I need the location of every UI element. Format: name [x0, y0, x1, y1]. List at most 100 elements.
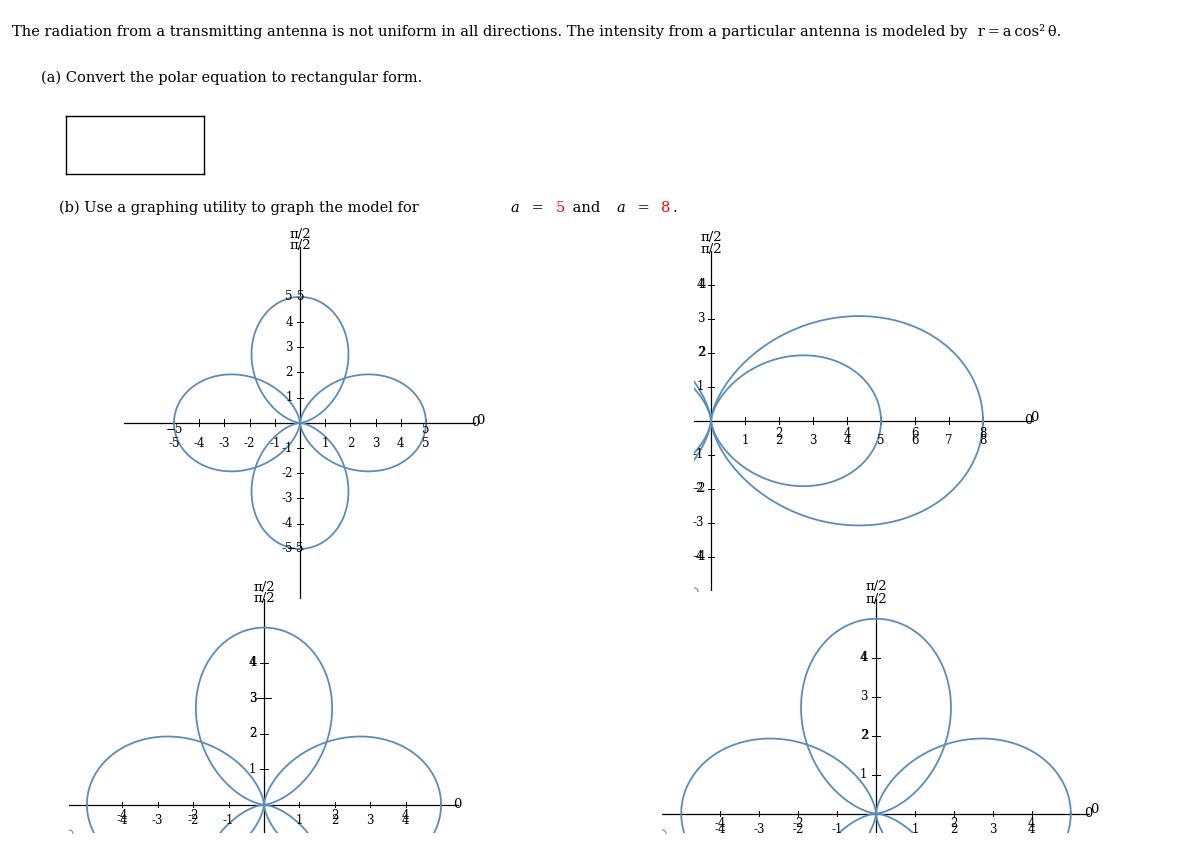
- Text: -3: -3: [218, 437, 230, 450]
- Text: -4: -4: [116, 809, 128, 822]
- Text: -3: -3: [692, 516, 704, 530]
- Text: 4: 4: [402, 814, 409, 827]
- Text: -2: -2: [244, 437, 256, 450]
- Text: 5: 5: [556, 201, 564, 215]
- Text: -5: -5: [282, 542, 293, 555]
- Text: 4: 4: [248, 656, 257, 670]
- Text: 0: 0: [452, 798, 461, 811]
- Text: 3: 3: [286, 341, 293, 354]
- Text: 4: 4: [860, 651, 868, 664]
- Text: -1: -1: [269, 437, 281, 450]
- Text: 4: 4: [697, 278, 704, 292]
- Text: 4: 4: [844, 434, 851, 447]
- Text: −5: −5: [166, 423, 182, 436]
- Text: The radiation from a transmitting antenna is not uniform in all directions. The : The radiation from a transmitting antenn…: [12, 25, 1061, 39]
- Text: 0: 0: [1084, 807, 1092, 820]
- Text: 2: 2: [698, 346, 706, 360]
- Text: and: and: [569, 201, 605, 215]
- Text: 4: 4: [397, 437, 404, 450]
- Text: 2: 2: [860, 729, 868, 742]
- Text: 2: 2: [775, 434, 782, 447]
- Text: 6: 6: [911, 427, 919, 439]
- Text: -5: -5: [168, 437, 180, 450]
- Text: −5: −5: [287, 542, 305, 555]
- Text: .: .: [673, 201, 678, 215]
- Text: -1: -1: [282, 441, 293, 455]
- Text: -1: -1: [832, 823, 842, 836]
- Text: 4: 4: [860, 651, 869, 664]
- Text: π/2: π/2: [865, 592, 887, 606]
- Text: 4: 4: [1028, 818, 1036, 830]
- Text: 0: 0: [1031, 411, 1039, 424]
- Text: -4: -4: [714, 823, 726, 836]
- Text: 2: 2: [331, 814, 338, 827]
- Text: 3: 3: [248, 692, 257, 705]
- Text: -2: -2: [282, 467, 293, 479]
- Text: 2: 2: [250, 728, 257, 740]
- Text: 2: 2: [347, 437, 354, 450]
- Text: π/2: π/2: [253, 592, 275, 605]
- Text: -4: -4: [116, 814, 128, 827]
- Text: 6: 6: [911, 434, 919, 447]
- Text: -2: -2: [187, 809, 199, 822]
- Text: (a) Convert the polar equation to rectangular form.: (a) Convert the polar equation to rectan…: [41, 71, 422, 85]
- Text: a: a: [511, 201, 520, 215]
- Text: 5: 5: [286, 291, 293, 303]
- Text: 4: 4: [844, 427, 851, 439]
- Text: =: =: [527, 201, 548, 215]
- Text: π/2: π/2: [289, 239, 311, 252]
- Text: π/2: π/2: [289, 229, 311, 241]
- Text: 0: 0: [476, 414, 485, 427]
- Text: 4: 4: [1028, 823, 1036, 836]
- Text: 1: 1: [697, 380, 704, 394]
- Text: 8: 8: [979, 427, 986, 439]
- Text: 2: 2: [331, 809, 338, 822]
- Text: 2: 2: [950, 818, 958, 830]
- Text: π/2: π/2: [700, 243, 722, 256]
- Text: 0: 0: [1025, 414, 1033, 428]
- Text: 2: 2: [286, 366, 293, 379]
- Text: 3: 3: [250, 692, 257, 705]
- Text: 5: 5: [298, 291, 305, 303]
- Text: π/2: π/2: [253, 581, 275, 594]
- Text: 2: 2: [775, 427, 782, 439]
- Text: 1: 1: [742, 434, 749, 447]
- Text: 5: 5: [422, 423, 430, 436]
- Text: 3: 3: [697, 312, 704, 326]
- Text: 1: 1: [911, 823, 919, 836]
- Text: -4: -4: [282, 517, 293, 530]
- Text: -4: -4: [193, 437, 205, 450]
- Text: 5: 5: [422, 437, 430, 450]
- Text: -3: -3: [754, 823, 764, 836]
- Text: -2: -2: [792, 818, 804, 830]
- Text: 2: 2: [248, 728, 257, 740]
- Text: -1: -1: [223, 814, 234, 827]
- Text: -1: -1: [692, 448, 704, 462]
- Text: 7: 7: [946, 434, 953, 447]
- Text: 1: 1: [295, 814, 304, 827]
- Text: 4: 4: [250, 656, 257, 670]
- Text: π/2: π/2: [865, 581, 887, 593]
- Text: -4: -4: [695, 550, 706, 564]
- Text: -4: -4: [692, 550, 704, 564]
- Text: 3: 3: [366, 814, 374, 827]
- Text: -3: -3: [282, 492, 293, 505]
- Text: 8: 8: [661, 201, 671, 215]
- Text: -2: -2: [692, 482, 704, 496]
- Text: =: =: [632, 201, 654, 215]
- Text: 1: 1: [248, 762, 257, 776]
- Text: 5: 5: [877, 434, 884, 447]
- Text: 3: 3: [989, 823, 997, 836]
- Text: 4: 4: [402, 809, 409, 822]
- Text: -2: -2: [792, 823, 804, 836]
- Text: -4: -4: [714, 818, 726, 830]
- Text: 8: 8: [979, 434, 986, 447]
- Text: 0: 0: [1091, 803, 1099, 816]
- Text: 1: 1: [286, 391, 293, 405]
- Text: a: a: [617, 201, 625, 215]
- Text: 3: 3: [809, 434, 817, 447]
- Text: -3: -3: [152, 814, 163, 827]
- Text: -2: -2: [695, 482, 706, 496]
- Text: 4: 4: [286, 315, 293, 329]
- Text: (b) Use a graphing utility to graph the model for: (b) Use a graphing utility to graph the …: [59, 201, 430, 215]
